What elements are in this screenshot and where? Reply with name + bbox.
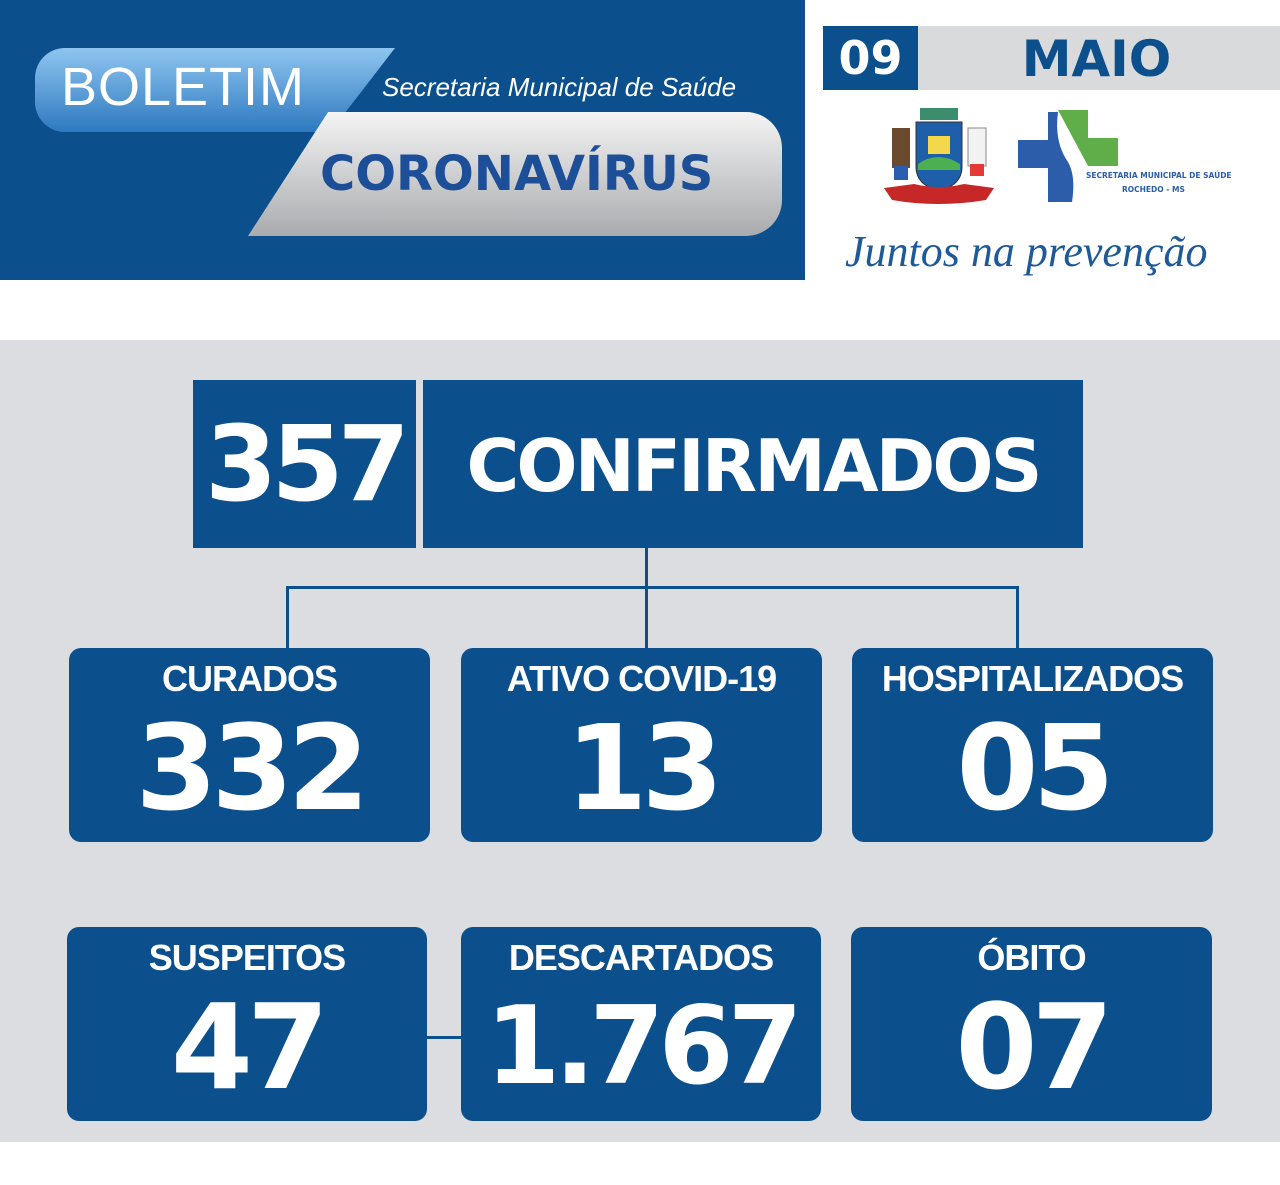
sms-cross-logo: SECRETARIA MUNICIPAL DE SAÚDE ROCHEDO - … — [1018, 110, 1232, 202]
confirmed-count: 357 — [193, 380, 416, 548]
sms-logo-text-2: ROCHEDO - MS — [1122, 185, 1185, 194]
date-month: MAIO — [918, 26, 1280, 90]
rochedo-crest-logo — [884, 108, 994, 204]
stat-value: 13 — [565, 699, 723, 837]
connector — [286, 586, 289, 648]
stat-card-ativos: ATIVO COVID-19 13 — [461, 648, 822, 842]
connector — [645, 548, 648, 648]
confirmed-label: CONFIRMADOS — [423, 380, 1083, 548]
stat-label: HOSPITALIZADOS — [881, 658, 1184, 699]
stat-card-curados: CURADOS 332 — [69, 648, 430, 842]
stat-label: SUSPEITOS — [148, 937, 346, 978]
date-day: 09 — [823, 26, 918, 90]
stat-value: 47 — [170, 978, 329, 1116]
stat-value: 05 — [956, 699, 1114, 837]
slogan: Juntos na prevenção — [845, 227, 1208, 276]
stat-card-suspeitos: SUSPEITOS 47 — [67, 927, 427, 1121]
stat-value: 332 — [135, 699, 369, 837]
stat-card-obito: ÓBITO 07 — [851, 927, 1212, 1121]
stat-label: ÓBITO — [977, 937, 1086, 978]
stat-label: CURADOS — [161, 658, 338, 699]
stat-value: 07 — [955, 978, 1113, 1116]
header-subtitle: Secretaria Municipal de Saúde — [382, 72, 737, 102]
connector — [286, 586, 1019, 589]
connector — [1016, 586, 1019, 648]
stat-value: 1.767 — [485, 984, 803, 1109]
stat-card-descartados: DESCARTADOS 1.767 — [461, 927, 821, 1121]
stat-card-hospitalizados: HOSPITALIZADOS 05 — [852, 648, 1213, 842]
connector — [427, 1036, 461, 1039]
topic-title: CORONAVÍRUS — [248, 112, 782, 236]
stat-label: DESCARTADOS — [508, 937, 774, 978]
sms-logo-text: SECRETARIA MUNICIPAL DE SAÚDE — [1086, 171, 1232, 180]
stat-label: ATIVO COVID-19 — [506, 658, 777, 699]
